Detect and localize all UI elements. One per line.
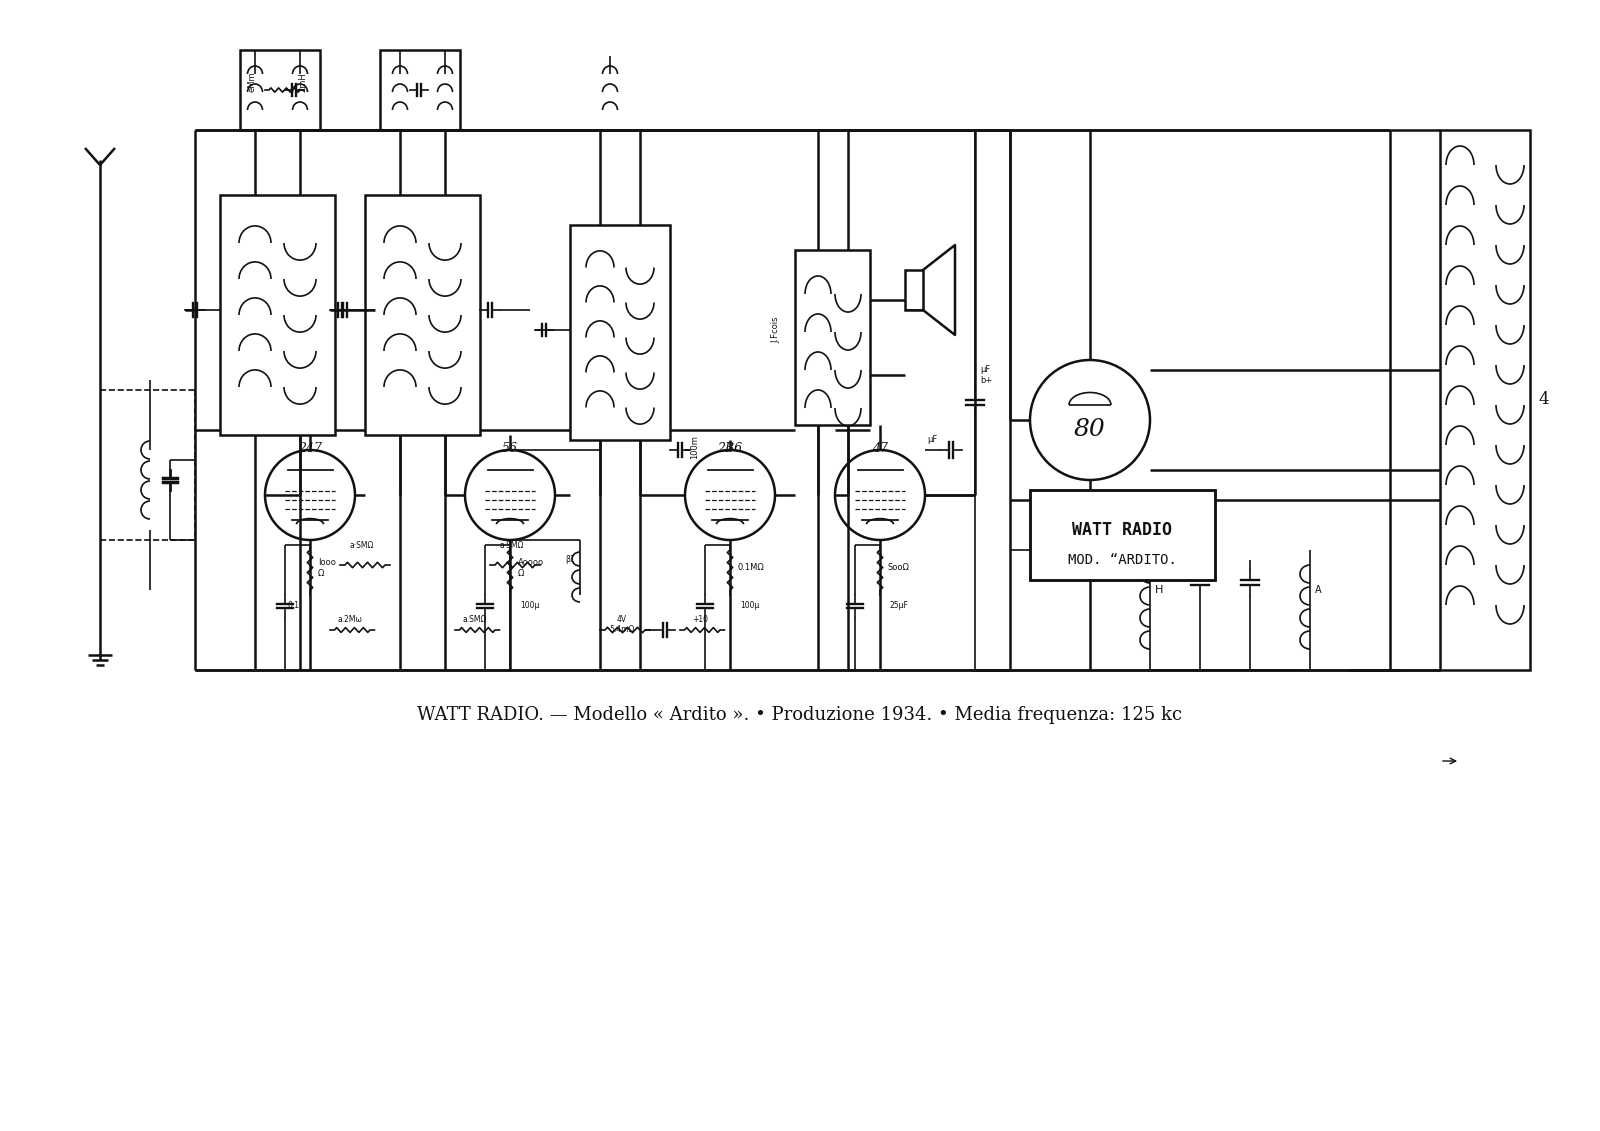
- Text: Iooo
Ω: Iooo Ω: [318, 559, 336, 578]
- Text: WATT RADIO. — Modello « Ardito ». • Produzione 1934. • Media frequenza: 125 kc: WATT RADIO. — Modello « Ardito ». • Prod…: [418, 706, 1182, 724]
- Bar: [381, 50, 461, 130]
- Text: Aoooo
Ω: Aoooo Ω: [518, 559, 544, 578]
- Bar: [795, 250, 870, 425]
- Text: A: A: [1315, 585, 1322, 595]
- Text: a·SMΩ: a·SMΩ: [499, 541, 525, 550]
- Text: 56: 56: [502, 442, 518, 455]
- Bar: [906, 270, 923, 310]
- Text: a·SMΩ: a·SMΩ: [350, 541, 374, 550]
- Bar: [365, 195, 480, 435]
- Text: 47: 47: [872, 442, 888, 455]
- Bar: [570, 225, 670, 440]
- Text: 2B6: 2B6: [717, 442, 742, 455]
- Text: 0.1MΩ: 0.1MΩ: [738, 563, 765, 572]
- Text: μF
b+: μF b+: [979, 365, 992, 385]
- Bar: [1030, 490, 1214, 580]
- Text: WATT RADIO: WATT RADIO: [1072, 521, 1171, 539]
- Bar: [1440, 130, 1530, 670]
- Text: 2mH: 2mH: [299, 72, 307, 92]
- Text: 100μ: 100μ: [520, 601, 539, 610]
- Text: 100μ: 100μ: [739, 601, 760, 610]
- Text: 80: 80: [1074, 418, 1106, 441]
- Text: J.Fcois: J.Fcois: [771, 317, 781, 343]
- Text: μF: μF: [928, 435, 938, 444]
- Text: 25μF: 25μF: [890, 601, 909, 610]
- Text: 4V
5.4mΩ: 4V 5.4mΩ: [610, 615, 635, 634]
- Text: 4: 4: [1538, 391, 1549, 408]
- Text: eMm: eMm: [248, 71, 256, 93]
- Text: 100m: 100m: [691, 435, 699, 459]
- Text: β1: β1: [565, 555, 574, 564]
- Text: H: H: [1155, 585, 1163, 595]
- Text: 247: 247: [298, 442, 322, 455]
- Text: 0.1: 0.1: [288, 601, 301, 610]
- Text: a.SMΩ: a.SMΩ: [462, 615, 486, 624]
- Bar: [221, 195, 334, 435]
- Text: a.2Mω: a.2Mω: [338, 615, 363, 624]
- Text: SooΩ: SooΩ: [888, 563, 910, 572]
- Text: MOD. “ARDITO.: MOD. “ARDITO.: [1067, 553, 1176, 567]
- Text: +10: +10: [691, 615, 707, 624]
- Bar: [240, 50, 320, 130]
- Bar: [1030, 490, 1214, 580]
